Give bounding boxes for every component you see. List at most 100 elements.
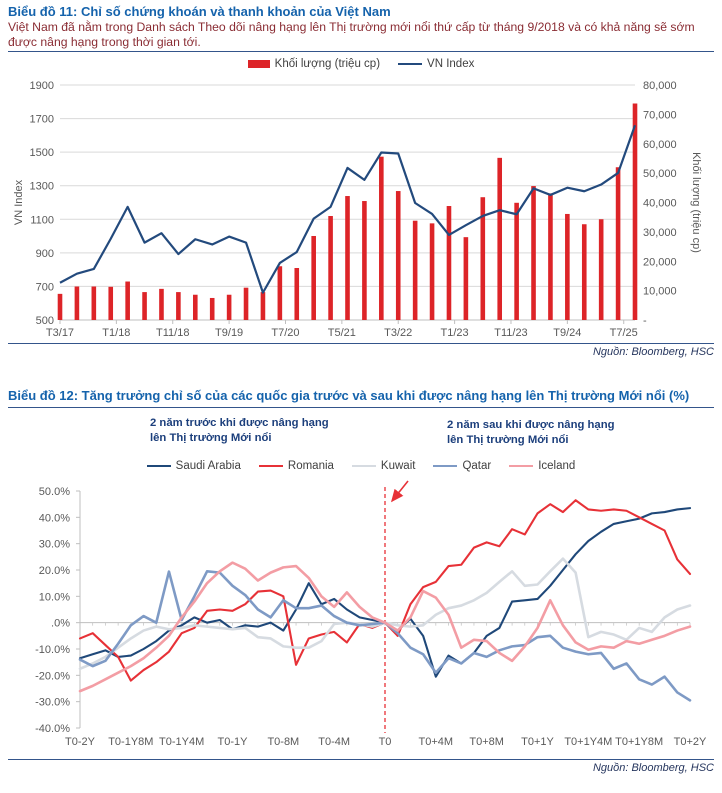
x-tick-label: T0-1Y (218, 736, 249, 748)
volume-bar (497, 157, 503, 320)
left-axis-title: VN Index (13, 179, 25, 225)
right-axis-title: Khối lượng (triệu cp) (690, 152, 702, 253)
volume-bar (531, 186, 536, 320)
x-tick-label: T7/20 (271, 327, 299, 339)
left-axis-tick: 1700 (30, 114, 54, 126)
volume-bar (632, 103, 638, 320)
x-tick-label: T3/17 (46, 327, 74, 339)
chart12-canvas: 50.0% 40.0% 30.0% 20.0% 10.0% .0% -10.0% -20.0%… (35, 480, 707, 748)
volume-bar (159, 288, 164, 320)
x-tick-label: T0+1Y8M (615, 736, 663, 748)
volume-bar (514, 202, 519, 320)
chart12-legend: Saudi Arabia Romania Kuwait Qatar Iceland (8, 460, 714, 472)
volume-bar (429, 223, 435, 320)
volume-bar (463, 237, 469, 320)
left-axis-tick: 1500 (30, 147, 54, 159)
x-tick-label: T0+8M (469, 736, 504, 748)
x-tick-label: T9/24 (553, 327, 581, 339)
volume-bar (581, 224, 587, 320)
chart12-title: Biểu đồ 12: Tăng trưởng chỉ số của các q… (8, 388, 690, 403)
volume-bar (480, 197, 486, 320)
legend-label-romania: Romania (287, 460, 334, 472)
chart11-canvas: 500 700 900 1100 1300 1500 1700 1900 - 10,000 20,0… (13, 80, 702, 339)
x-tick-label: T0+2Y (674, 736, 707, 748)
source-rule-1 (8, 343, 714, 344)
volume-bar (548, 193, 553, 320)
y-tick-label: 30.0% (39, 539, 70, 551)
red-arrow-annotation (391, 480, 409, 503)
x-tick-label: T0+1Y4M (564, 736, 612, 748)
legend-item-iceland: Iceland (509, 460, 575, 472)
x-tick-label: T0-2Y (65, 736, 96, 748)
left-axis-tick: 500 (36, 315, 54, 327)
volume-bar (74, 286, 80, 320)
volume-bar (226, 294, 232, 320)
volume-bar (277, 266, 283, 320)
right-axis-tick: 50,000 (643, 168, 677, 180)
volume-bar (446, 206, 452, 320)
series-line-iceland (78, 561, 692, 693)
y-tick-label: 20.0% (39, 565, 70, 577)
volume-bar (91, 286, 97, 320)
y-tick-label: 10.0% (39, 591, 70, 603)
annotation-after-upgrade: 2 năm sau khi được nâng hạng lên Thị trư… (447, 418, 615, 447)
volume-bar (379, 156, 384, 320)
right-axis-tick: 10,000 (643, 286, 677, 298)
volume-bars (57, 103, 638, 320)
annotation-after-line2: lên Thị trường Mới nổi (447, 433, 569, 446)
volume-bar (311, 235, 316, 320)
x-tick-label: T0-4M (318, 736, 350, 748)
left-axis-tick: 1300 (30, 181, 54, 193)
annotation-before-line2: lên Thị trường Mới nổi (150, 431, 272, 444)
legend-label-iceland: Iceland (538, 460, 576, 472)
chart12-plot: 50.0% 40.0% 30.0% 20.0% 10.0% .0% -10.0% -20.0%… (35, 486, 707, 748)
y-tick-label: 40.0% (39, 512, 70, 524)
volume-bar (243, 287, 249, 320)
annotation-after-line1: 2 năm sau khi được nâng hạng (447, 419, 615, 431)
right-axis-tick: 30,000 (643, 227, 677, 239)
y-tick-label: -20.0% (35, 670, 70, 682)
chart11-legend: Khối lượng (triệu cp) VN Index (8, 58, 714, 70)
chart11-title: Biểu đồ 11: Chỉ số chứng khoán và thanh … (8, 4, 391, 19)
volume-bar (192, 294, 198, 320)
legend-label-khoi-luong-trieu-cp: Khối lượng (triệu cp) (274, 58, 381, 70)
header-rule-2 (8, 407, 714, 408)
y-tick-label: -40.0% (35, 723, 70, 735)
left-axis-tick: 1900 (30, 80, 54, 92)
chart11-subtitle: Việt Nam đã nằm trong Danh sách Theo dõi… (8, 20, 695, 49)
x-tick-label: T0-8M (267, 736, 299, 748)
volume-bar (108, 286, 114, 320)
volume-bar (176, 292, 181, 320)
legend-item-khoi-luong-trieu-cp: Khối lượng (triệu cp) (247, 58, 381, 70)
legend-label-saudi-arabia: Saudi Arabia (175, 460, 241, 472)
chart11-plot: 500 700 900 1100 1300 1500 1700 1900 - 10,000 20,0… (30, 80, 677, 339)
header-rule-1 (8, 51, 714, 52)
volume-bar (345, 196, 350, 320)
legend-swatch-iceland (509, 464, 534, 468)
left-axis-tick: 900 (36, 248, 54, 260)
volume-bar (125, 281, 130, 320)
x-tick-label: T0-1Y8M (108, 736, 153, 748)
volume-bar (57, 293, 63, 320)
volume-bar (294, 268, 300, 320)
legend-label-vn-index: VN Index (427, 58, 475, 70)
volume-bar (412, 220, 418, 320)
x-tick-label: T7/25 (610, 327, 638, 339)
x-tick-label: T3/22 (384, 327, 412, 339)
vn-index-line (59, 124, 637, 294)
legend-swatch-kuwait (351, 464, 376, 468)
legend-item-kuwait: Kuwait (351, 460, 415, 472)
x-tick-label: T11/23 (494, 327, 527, 339)
right-axis-tick: - (643, 315, 647, 327)
legend-item-romania: Romania (258, 460, 334, 472)
legend-item-saudi-arabia: Saudi Arabia (146, 460, 241, 472)
legend-item-qatar: Qatar (433, 460, 491, 472)
volume-bar (565, 213, 570, 320)
legend-swatch-vn-index (398, 62, 423, 66)
volume-bar (142, 292, 147, 320)
legend-swatch-saudi-arabia (146, 464, 171, 468)
left-axis-tick: 1100 (30, 214, 54, 226)
x-tick-label: T5/21 (328, 327, 356, 339)
volume-bar (395, 191, 401, 320)
x-tick-label: T0-1Y4M (159, 736, 204, 748)
